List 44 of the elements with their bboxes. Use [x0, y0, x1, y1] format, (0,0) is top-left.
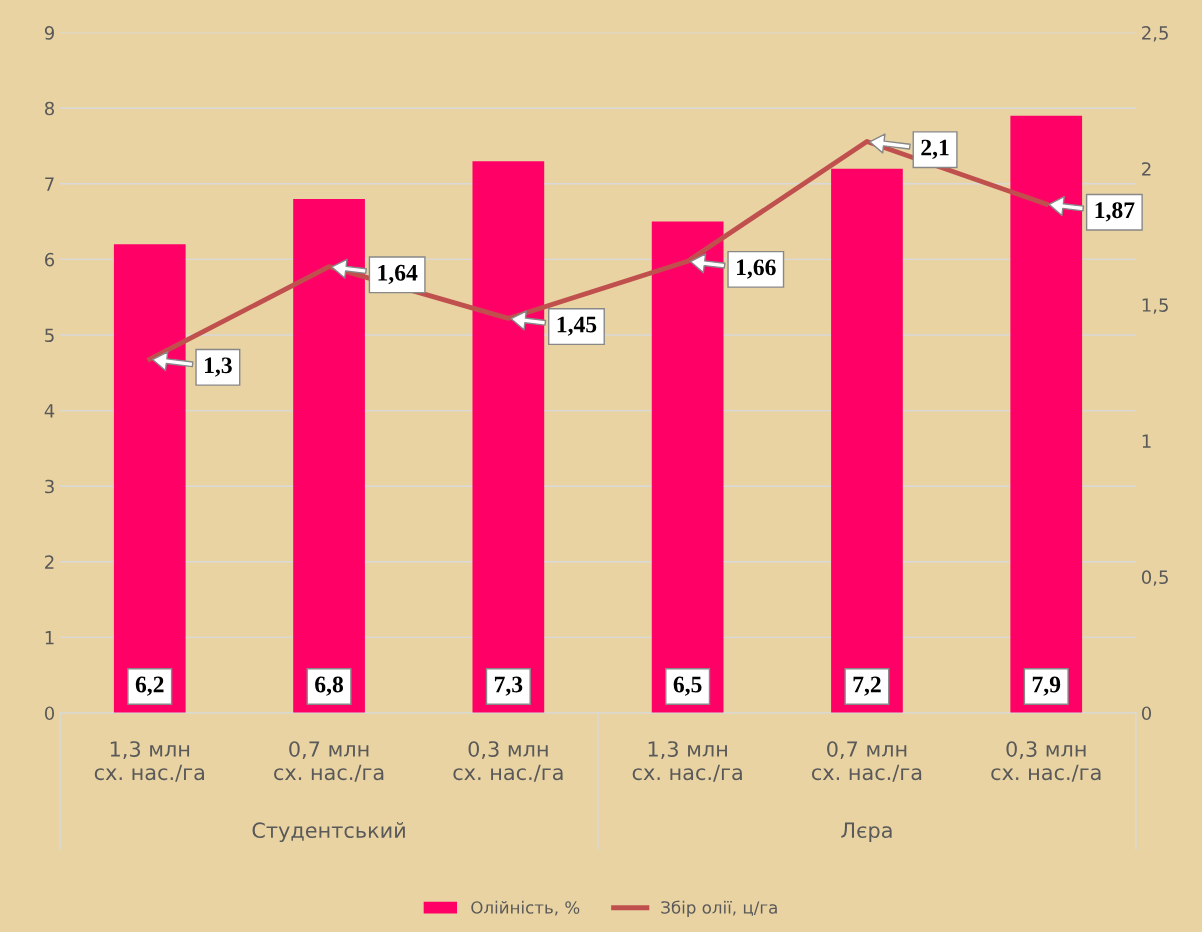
data-label: 6,2	[135, 676, 164, 696]
x-tick-label: 0,3 млн сх. нас./га	[991, 741, 1101, 782]
bar	[831, 168, 903, 713]
data-label: 1,64	[378, 264, 418, 285]
y2-tick-label: 0	[1141, 706, 1152, 721]
y-tick-label: 8	[44, 101, 54, 116]
data-label: 6,5	[673, 676, 702, 696]
x-tick-label: 1,3 млн сх. нас./га	[94, 741, 204, 782]
y-tick-label: 2	[45, 555, 54, 569]
bar	[113, 244, 186, 713]
data-label: 1,87	[1095, 202, 1135, 222]
y-tick-label: 4	[44, 404, 55, 418]
legend-label: Олійність, %	[471, 900, 580, 916]
x-tick-label: 0,3 млн сх. нас./га	[453, 741, 563, 782]
y2-tick-label: 0,5	[1141, 570, 1168, 586]
data-label: 2,1	[921, 139, 949, 159]
data-label: 6,8	[315, 676, 344, 696]
y2-tick-label: 2,5	[1142, 26, 1168, 42]
y-tick-label: 3	[45, 479, 54, 494]
bar	[651, 221, 724, 713]
x-tick-label: 1,3 млн сх. нас./га	[632, 741, 742, 782]
data-label: 7,9	[1032, 676, 1061, 696]
y-tick-label: 0	[44, 706, 55, 721]
bar	[472, 161, 545, 713]
x-tick-label: 0,7 млн сх. нас./га	[811, 741, 922, 782]
x-tick-label: 0,7 млн сх. нас./га	[274, 741, 384, 782]
data-label: 7,2	[853, 676, 881, 696]
y-tick-label: 9	[44, 26, 54, 40]
y-tick-label: 6	[45, 252, 55, 267]
y2-tick-label: 2	[1142, 162, 1151, 176]
y2-tick-label: 1	[1142, 434, 1151, 448]
bar	[293, 198, 365, 713]
data-label: 7,3	[494, 676, 523, 696]
text: Студентський	[252, 822, 405, 843]
data-label: 1,45	[557, 316, 597, 336]
y-tick-label: 5	[45, 328, 54, 343]
data-label: 1,3	[205, 357, 232, 377]
y-tick-label: 7	[45, 177, 54, 191]
y-tick-label: 1	[45, 631, 54, 645]
bar	[1010, 115, 1083, 713]
text: Лєра	[841, 822, 892, 843]
legend-label: Збір олії, ц/га	[661, 900, 777, 917]
data-label: 1,66	[737, 259, 776, 279]
y2-tick-label: 1,5	[1142, 298, 1168, 314]
